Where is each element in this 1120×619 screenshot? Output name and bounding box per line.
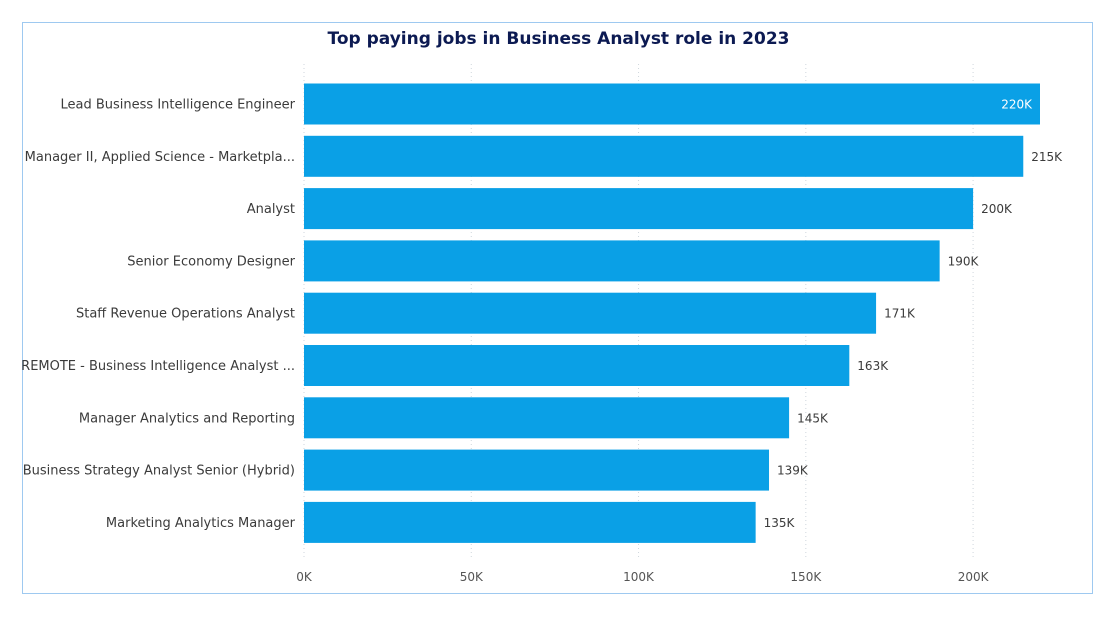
category-label: Analyst: [247, 202, 295, 217]
category-label: Lead Business Intelligence Engineer: [61, 98, 296, 113]
bar[interactable]: [304, 135, 1024, 177]
category-label: Senior Economy Designer: [127, 254, 295, 269]
category-label: Manager II, Applied Science - Marketpla.…: [25, 150, 295, 165]
x-tick-label: 100K: [623, 570, 655, 584]
data-label: 215K: [1031, 150, 1063, 164]
bar[interactable]: [304, 449, 770, 491]
bar[interactable]: [304, 188, 974, 230]
bar[interactable]: [304, 345, 850, 386]
bar[interactable]: [304, 501, 756, 543]
data-label: 145K: [797, 411, 829, 425]
category-label: REMOTE - Business Intelligence Analyst .…: [21, 359, 295, 374]
bar[interactable]: [304, 292, 877, 334]
x-tick-label: 0K: [296, 570, 313, 584]
x-tick-label: 50K: [460, 570, 484, 584]
data-label: 190K: [948, 254, 980, 268]
data-label: 220K: [1001, 98, 1033, 112]
data-label: 163K: [857, 359, 889, 373]
data-label: 171K: [884, 307, 916, 321]
bar[interactable]: [304, 83, 1040, 125]
x-tick-label: 150K: [790, 570, 822, 584]
data-label: 200K: [981, 202, 1013, 216]
bar[interactable]: [304, 240, 940, 282]
bar[interactable]: [304, 397, 790, 439]
category-label: Manager Analytics and Reporting: [79, 411, 295, 426]
x-tick-label: 200K: [958, 570, 990, 584]
chart-title: Top paying jobs in Business Analyst role…: [327, 29, 790, 49]
category-label: Business Strategy Analyst Senior (Hybrid…: [23, 464, 295, 479]
category-label: Staff Revenue Operations Analyst: [76, 307, 295, 322]
category-label: Marketing Analytics Manager: [106, 516, 296, 531]
data-label: 135K: [764, 516, 796, 530]
data-label: 139K: [777, 464, 809, 478]
